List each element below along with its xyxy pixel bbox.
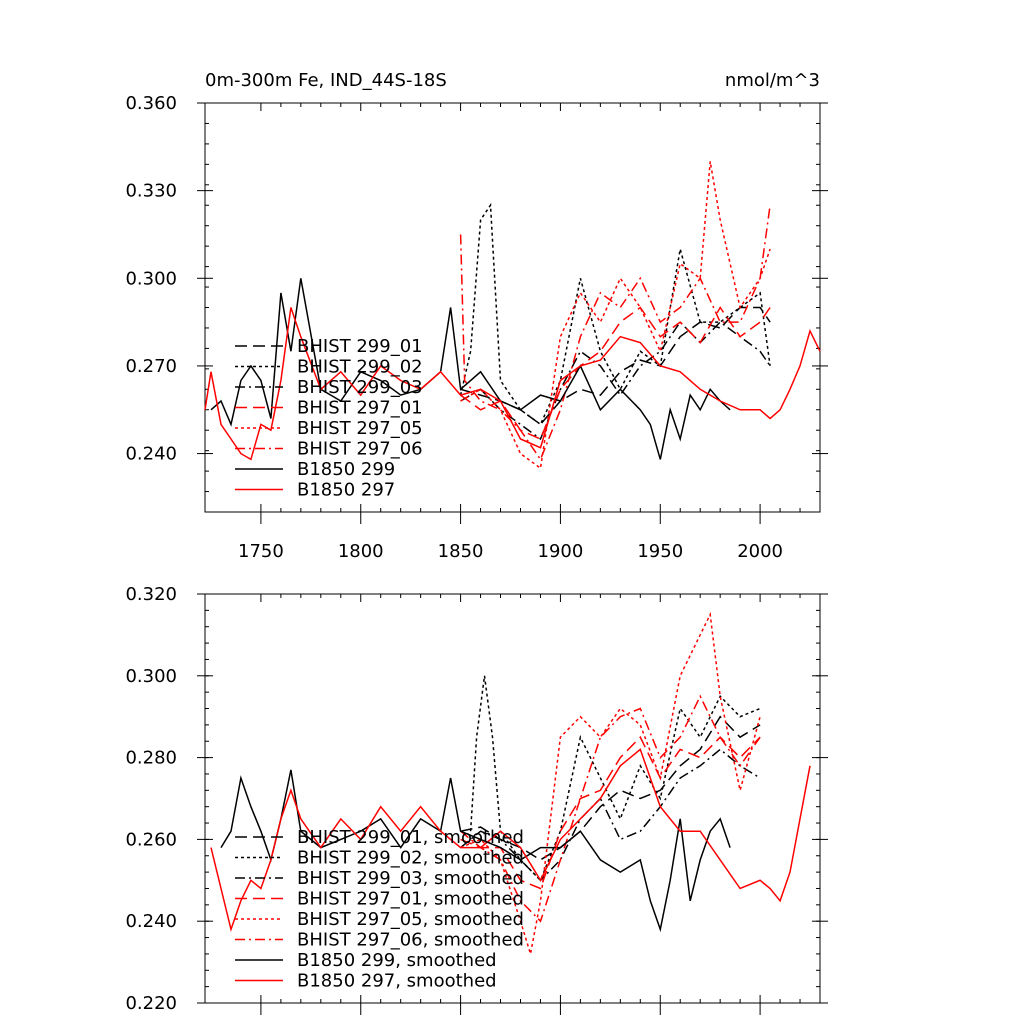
- series-line: [460, 748, 761, 882]
- top-panel: 0m-300m Fe, IND_44S-18S nmol/m^3 1750 180…: [125, 70, 828, 562]
- series-line: [459, 202, 771, 426]
- series-line: [460, 735, 761, 890]
- chart-title: 0m-300m Fe, IND_44S-18S: [205, 70, 447, 91]
- plot-frame: [204, 593, 821, 1004]
- x-tick-label: 1850: [438, 541, 484, 562]
- legend-label: BHIST 297_05: [297, 418, 423, 439]
- legend-label: BHIST 299_03, smoothed: [297, 868, 524, 889]
- x-tick-label: 1900: [538, 541, 584, 562]
- series-line: [459, 205, 771, 461]
- series-line: [460, 320, 771, 441]
- y-tick-label: 0.220: [125, 993, 177, 1014]
- y-tick-label: 0.280: [125, 748, 177, 769]
- y-tick-label: 0.320: [125, 584, 177, 605]
- legend-label: BHIST 297_05, smoothed: [297, 909, 524, 930]
- y-tick-label: 0.240: [125, 911, 177, 932]
- y-tick-label: 0.300: [125, 268, 177, 289]
- y-tick-label: 0.300: [125, 666, 177, 687]
- y-tick-label: 0.330: [125, 181, 177, 202]
- series-line: [460, 611, 761, 955]
- y-tick-label: 0.360: [125, 93, 177, 114]
- series-line: [460, 715, 761, 861]
- legend-label: B1850 299: [297, 459, 395, 480]
- units-label: nmol/m^3: [725, 70, 820, 91]
- legend-label: BHIST 297_06: [297, 439, 423, 460]
- legend-label: BHIST 299_02, smoothed: [297, 848, 524, 869]
- y-tick-label: 0.240: [125, 444, 177, 465]
- series-line: [210, 748, 811, 933]
- legend-label: BHIST 297_01, smoothed: [297, 889, 524, 910]
- x-tick-label: 1800: [338, 541, 384, 562]
- legend-label: B1850 299, smoothed: [297, 950, 497, 971]
- legend-label: BHIST 299_02: [297, 357, 423, 378]
- series-line: [460, 306, 771, 440]
- legend-label: BHIST 299_03: [297, 377, 423, 398]
- series-line: [460, 161, 771, 470]
- x-tick-label: 1950: [637, 541, 683, 562]
- legend-label: B1850 297, smoothed: [297, 971, 497, 992]
- legend-label: B1850 297: [297, 480, 395, 501]
- x-tick-label: 2000: [737, 541, 783, 562]
- series-line: [210, 278, 731, 460]
- legend-label: BHIST 299_01: [297, 336, 423, 357]
- y-tick-label: 0.270: [125, 356, 177, 377]
- legend-label: BHIST 297_01: [297, 398, 423, 419]
- x-tick-label: 1750: [238, 541, 284, 562]
- legend-label: BHIST 299_01, smoothed: [297, 827, 524, 848]
- bottom-panel: 0.220 0.240 0.260 0.280 0.300 0.320 BHIST 299_…: [125, 584, 828, 1015]
- series-line: [469, 675, 761, 882]
- legend-label: BHIST 297_06, smoothed: [297, 930, 524, 951]
- y-tick-label: 0.260: [125, 829, 177, 850]
